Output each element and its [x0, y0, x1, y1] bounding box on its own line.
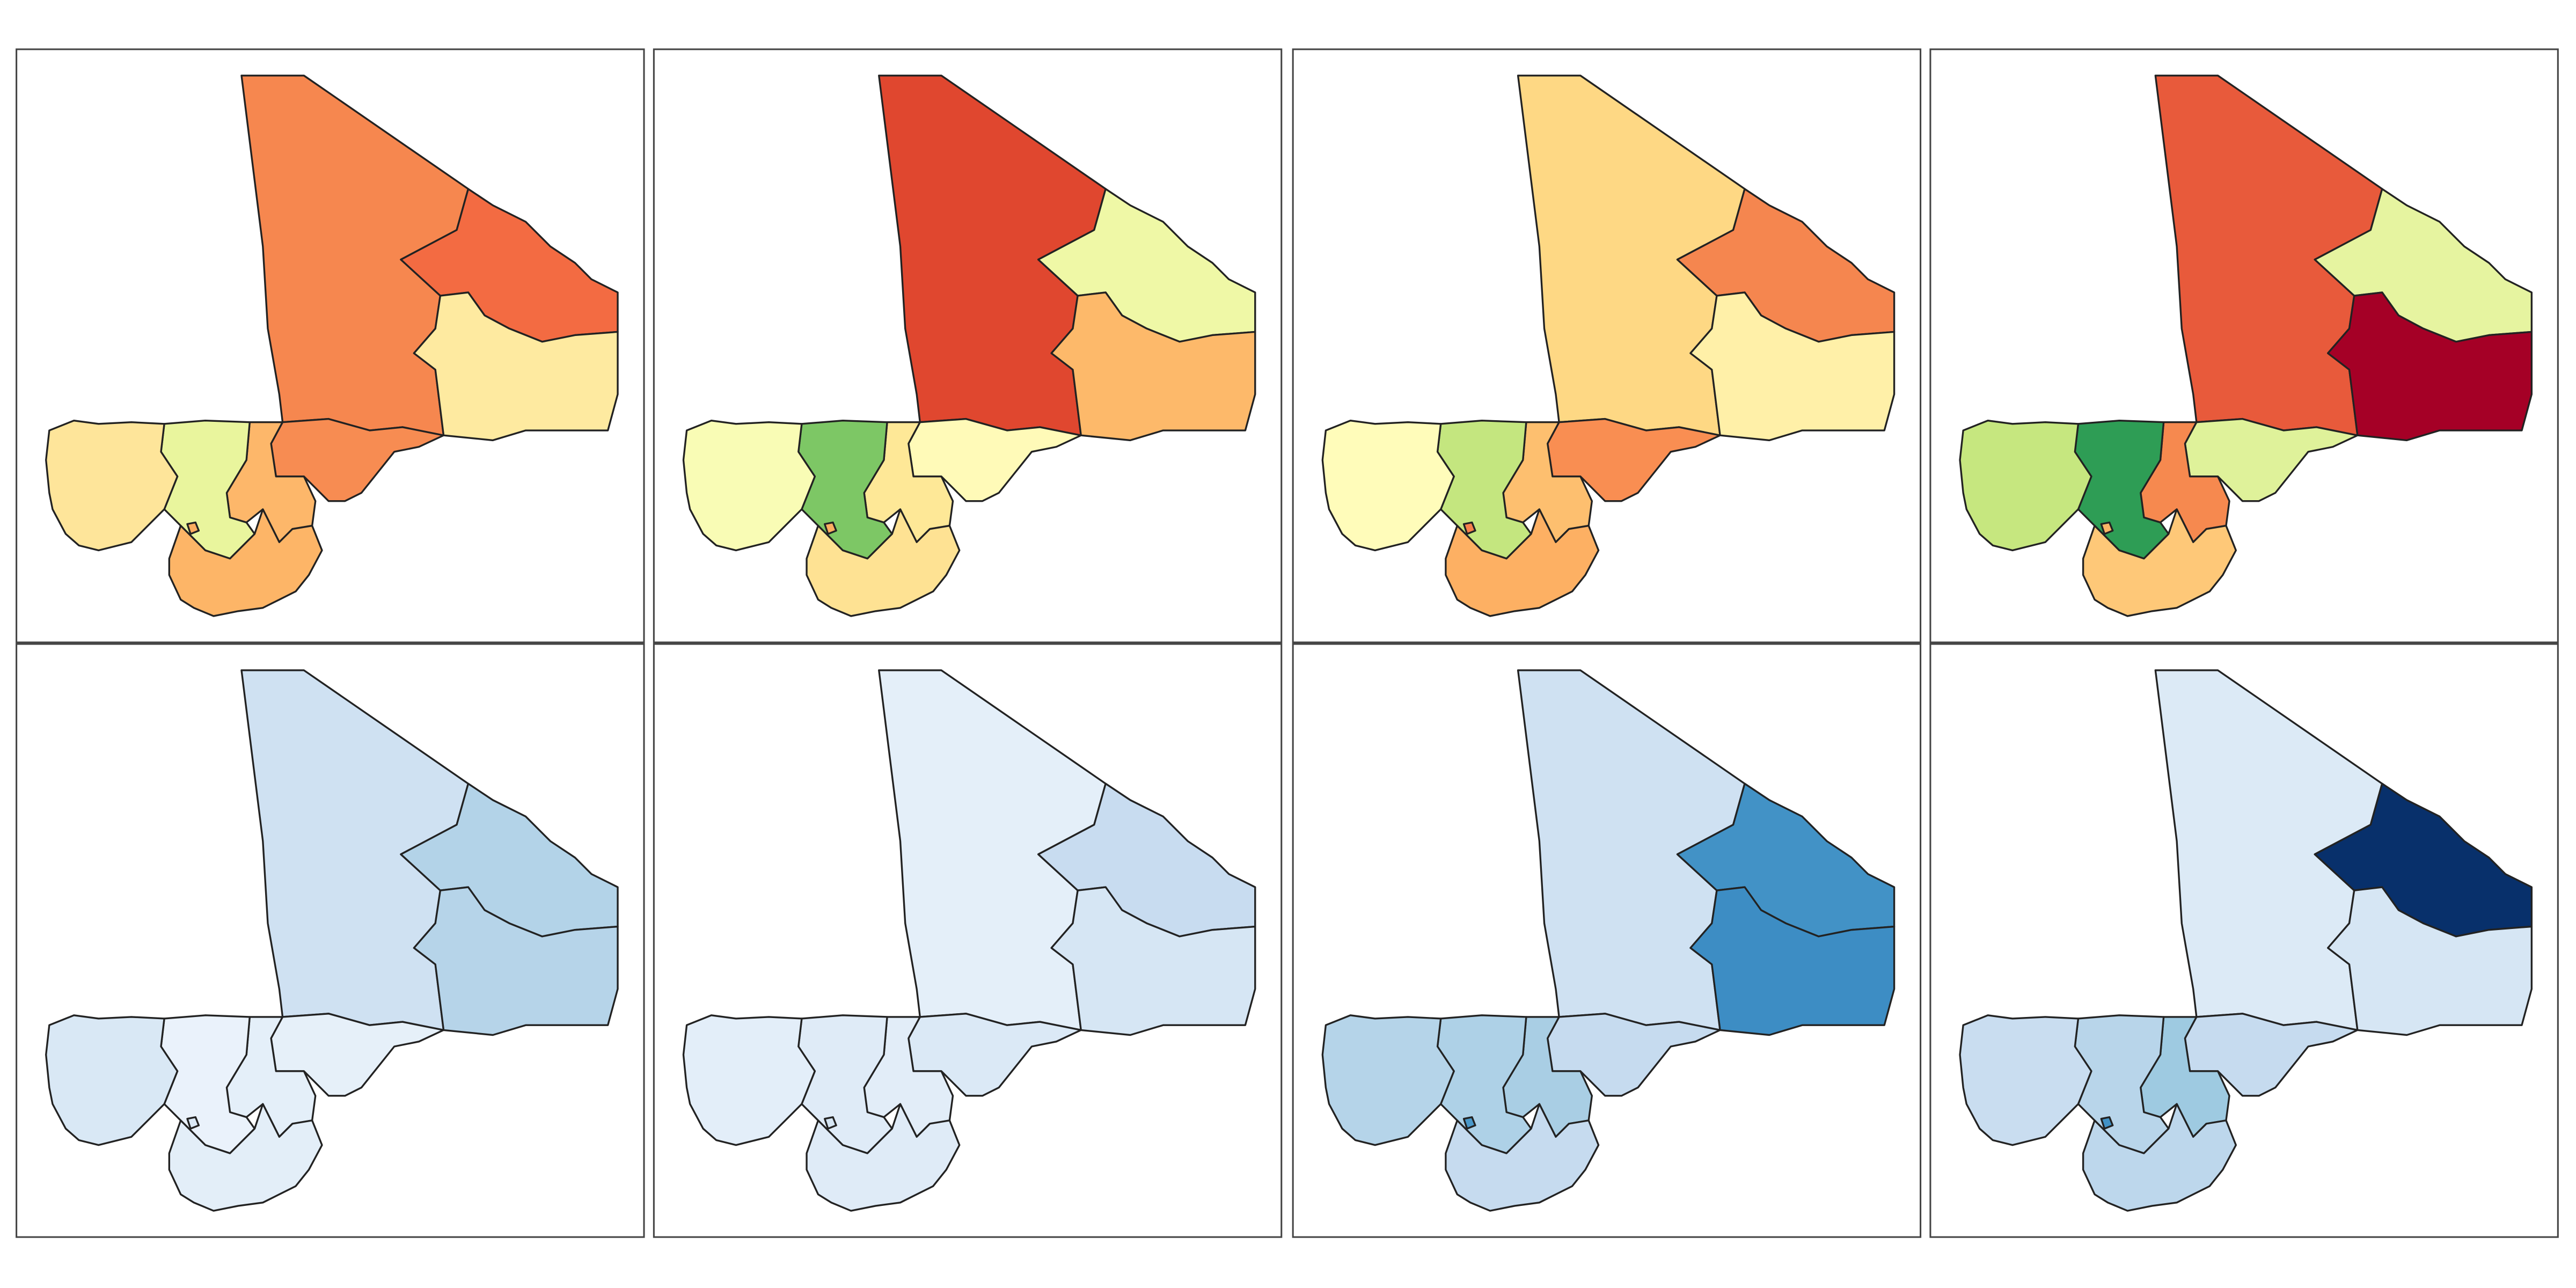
region	[2082, 508, 2237, 617]
region	[1959, 1014, 2092, 1146]
region	[1462, 1116, 1476, 1130]
map-panel	[1929, 643, 2559, 1238]
region	[1050, 886, 1256, 1036]
region	[682, 419, 816, 552]
map-panel	[1929, 48, 2559, 643]
map-panel	[16, 643, 645, 1238]
region	[186, 521, 200, 535]
region	[806, 508, 961, 617]
region	[413, 886, 619, 1036]
region	[1959, 419, 2092, 552]
region	[1050, 291, 1256, 442]
region	[2100, 521, 2114, 535]
region	[186, 1116, 200, 1130]
region	[1321, 419, 1455, 552]
region	[168, 1103, 323, 1212]
map-panel	[653, 643, 1283, 1238]
region	[682, 1014, 816, 1146]
region	[2327, 886, 2533, 1036]
region	[1321, 1014, 1455, 1146]
region	[1462, 521, 1476, 535]
region	[1445, 1103, 1600, 1212]
map-panel	[1292, 48, 1922, 643]
region	[824, 1116, 837, 1130]
region	[413, 291, 619, 442]
map-panel	[1292, 643, 1922, 1238]
region	[2100, 1116, 2114, 1130]
region	[45, 1014, 179, 1146]
region	[2327, 291, 2533, 442]
region	[806, 1103, 961, 1212]
region	[824, 521, 837, 535]
region	[1445, 508, 1600, 617]
region	[168, 508, 323, 617]
map-panel	[16, 48, 645, 643]
region	[45, 419, 179, 552]
region	[1689, 886, 1896, 1036]
region	[1689, 291, 1896, 442]
map-panel	[653, 48, 1283, 643]
region	[2082, 1103, 2237, 1212]
